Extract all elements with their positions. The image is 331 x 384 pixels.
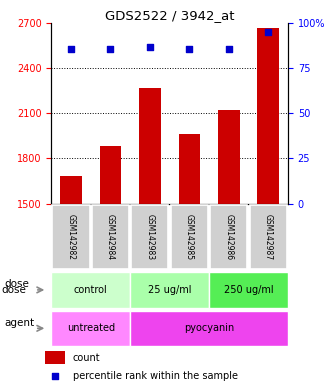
Text: untreated: untreated [67, 323, 115, 333]
Bar [139, 88, 161, 204]
Bar [210, 205, 247, 270]
Bar [209, 272, 288, 308]
Bar [51, 311, 130, 346]
Point [265, 29, 271, 35]
Bar [51, 272, 130, 308]
Bar [258, 28, 279, 204]
Bar [250, 205, 287, 270]
Text: GSM142986: GSM142986 [224, 214, 233, 260]
Bar [171, 205, 208, 270]
Point [52, 373, 57, 379]
Point [69, 46, 74, 52]
Bar [60, 177, 82, 204]
Bar [131, 205, 168, 270]
Text: dose: dose [2, 285, 26, 295]
Text: pyocyanin: pyocyanin [184, 323, 234, 333]
Bar [53, 205, 90, 270]
Text: dose: dose [4, 279, 29, 289]
Point [147, 44, 153, 50]
Bar [92, 205, 129, 270]
Text: 250 ug/ml: 250 ug/ml [224, 285, 273, 295]
Point [108, 46, 113, 52]
Text: count: count [73, 353, 100, 363]
Text: GSM142982: GSM142982 [67, 214, 75, 260]
Text: GSM142987: GSM142987 [264, 214, 273, 260]
Bar [178, 134, 200, 204]
Point [187, 46, 192, 52]
Point [226, 46, 231, 52]
Text: agent: agent [4, 318, 34, 328]
Text: percentile rank within the sample: percentile rank within the sample [73, 371, 238, 381]
Bar [130, 311, 288, 346]
Text: control: control [74, 285, 108, 295]
Text: 25 ug/ml: 25 ug/ml [148, 285, 191, 295]
Bar [100, 146, 121, 204]
Text: GSM142985: GSM142985 [185, 214, 194, 260]
Bar [45, 351, 65, 364]
Bar [130, 272, 209, 308]
Title: GDS2522 / 3942_at: GDS2522 / 3942_at [105, 9, 234, 22]
Bar [218, 110, 240, 204]
Text: GSM142984: GSM142984 [106, 214, 115, 260]
Text: GSM142983: GSM142983 [145, 214, 155, 260]
